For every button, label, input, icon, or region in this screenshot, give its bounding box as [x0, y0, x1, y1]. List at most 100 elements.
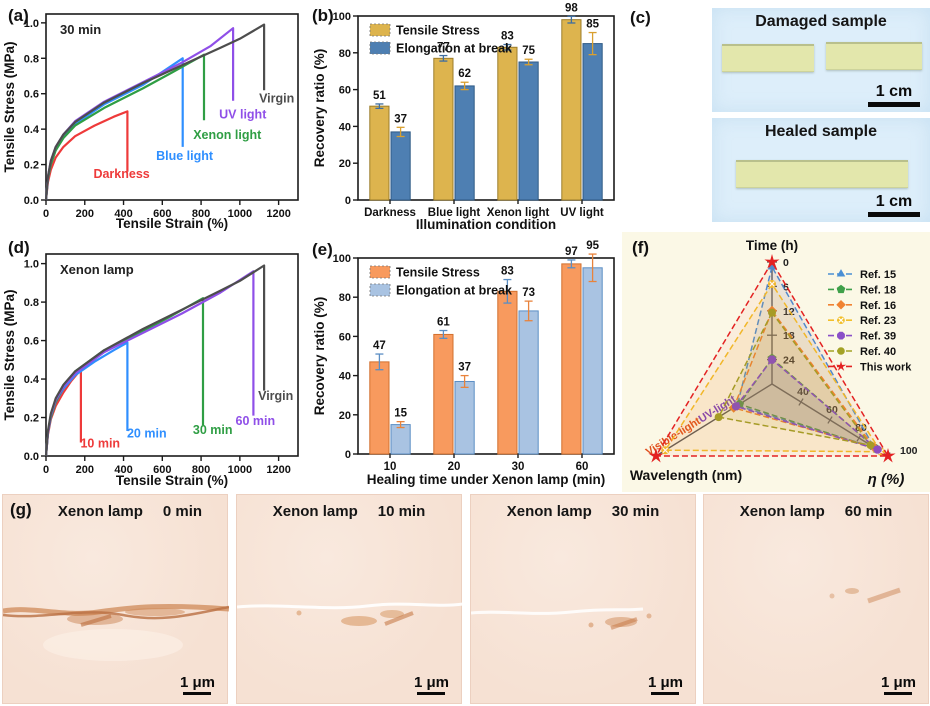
legend-swatch — [369, 41, 391, 55]
y-tick-label: 100 — [333, 253, 351, 265]
y-tick-label: 0.2 — [24, 160, 39, 172]
marker-star — [764, 254, 780, 269]
damaged-sample-photo: Damaged sample 1 cm — [712, 8, 930, 112]
panel-d-line-chart: 0 200 400 600 800 1000 1200 0.0 0.2 0.4 0.6 0.8 1.0 T… — [2, 253, 299, 488]
crack-image-30min — [471, 607, 652, 630]
scale-bar: 1 μm — [414, 674, 449, 695]
crack-line — [3, 605, 229, 620]
time-tick-label: 0 — [783, 257, 789, 269]
y-tick-label: 60 — [339, 331, 351, 343]
x-tick-label: 200 — [76, 464, 94, 476]
crack-smudge — [341, 616, 377, 626]
scale-label: 1 μm — [179, 674, 215, 691]
marker-octagon — [837, 331, 845, 340]
y-tick-label: 0.6 — [24, 89, 39, 101]
sample-strip-right — [826, 42, 922, 70]
bar-Elongation at break — [582, 43, 603, 201]
crack-streak — [384, 611, 414, 626]
y-axis-label: Recovery ratio (%) — [312, 49, 327, 168]
bar-Tensile Stress — [561, 19, 582, 201]
y-tick-label: 0.4 — [24, 124, 40, 136]
x-tick-label: 1200 — [266, 464, 290, 476]
plot-frame — [45, 13, 299, 201]
y-tick-label: 40 — [339, 371, 351, 383]
chart-annotation: Xenon lamp — [60, 262, 134, 277]
series-label: Blue light — [156, 149, 214, 163]
bar-Tensile Stress — [561, 263, 582, 455]
crack-dot — [829, 593, 835, 599]
photo-title: Healed sample — [764, 123, 878, 140]
y-axis-label: Recovery ratio (%) — [312, 297, 327, 416]
bar-Elongation at break — [582, 267, 603, 455]
panel-letter-b: (b) — [312, 6, 334, 25]
chart-annotation: 30 min — [60, 22, 101, 37]
plot-frame — [357, 257, 615, 455]
series-line-Virgin — [44, 23, 266, 201]
crack-dot — [646, 613, 652, 619]
legend-label: Ref. 15 — [860, 269, 896, 281]
eta-tick — [798, 398, 804, 406]
crack-dot — [296, 610, 302, 616]
eta-tick-label: 80 — [855, 422, 867, 434]
micrograph-label: Xenon lamp — [272, 503, 358, 520]
series-label: Virgin — [259, 92, 294, 106]
bar-Tensile Stress — [369, 105, 390, 201]
healed-sample-photo: Healed sample 1 cm — [712, 118, 930, 222]
crack-smudge — [845, 588, 859, 594]
y-tick-label: 0 — [345, 195, 351, 207]
marker-triangle — [767, 261, 777, 270]
y-tick-label: 0.4 — [24, 374, 40, 386]
micrograph-time: 0 min — [162, 503, 203, 520]
bar-Elongation at break — [518, 310, 539, 455]
y-tick-label: 20 — [339, 410, 351, 422]
y-tick-label: 1.0 — [24, 18, 39, 30]
x-tick-label: 400 — [114, 464, 132, 476]
bar-Elongation at break — [454, 85, 475, 201]
marker-star — [648, 448, 664, 463]
marker-octagon — [732, 402, 741, 411]
marker-x — [769, 281, 775, 287]
crack-dot — [588, 622, 594, 628]
bar-Tensile Stress — [433, 333, 454, 455]
x-tick-label: 200 — [76, 208, 94, 220]
x-tick-label: 1000 — [228, 208, 252, 220]
legend-label: Elongation at break — [396, 42, 512, 56]
y-tick-label: 0.2 — [24, 413, 39, 425]
legend-swatch — [369, 283, 391, 297]
x-tick-label: 1000 — [228, 464, 252, 476]
bar-Elongation at break — [390, 424, 411, 455]
sample-strip-left — [722, 44, 814, 72]
bar-value-label: 85 — [586, 19, 599, 31]
marker-triangle — [836, 269, 846, 277]
marker-octagon — [873, 445, 882, 454]
x-axis-label: Tensile Strain (%) — [116, 216, 228, 231]
x-tick-label: 0 — [43, 464, 49, 476]
marker-diamond — [836, 300, 846, 310]
y-tick-label: 0.8 — [24, 53, 39, 65]
crack-streak — [610, 617, 638, 630]
x-category-label: 20 — [448, 461, 461, 473]
bar-value-label: 77 — [437, 42, 450, 54]
legend-label: Ref. 18 — [860, 284, 896, 296]
time-tick-label: 6 — [783, 281, 789, 293]
micrograph-10min: Xenon lamp 10 min 1 μm — [236, 494, 463, 704]
bar-value-label: 95 — [586, 240, 599, 252]
y-tick-label: 20 — [339, 158, 351, 170]
bar-Tensile Stress — [369, 361, 390, 455]
crack-smudge — [380, 610, 404, 618]
x-category-label: Darkness — [364, 207, 416, 219]
micrograph-60min: Xenon lamp 60 min 1 μm — [703, 494, 929, 704]
scale-label: 1 μm — [880, 674, 916, 691]
marker-circle — [768, 308, 776, 317]
x-tick-label: 600 — [153, 464, 171, 476]
bar-value-label: 73 — [522, 287, 535, 299]
healing-line — [471, 607, 644, 615]
bar-value-label: 37 — [458, 362, 471, 374]
panel-letter-e: (e) — [312, 240, 333, 259]
scale-bar-line — [868, 212, 920, 217]
panel-letter-f: (f) — [632, 238, 649, 257]
crack-smudge — [125, 608, 185, 616]
y-tick-label: 80 — [339, 292, 351, 304]
eta-tick-label: 40 — [797, 386, 809, 398]
marker-pentagon — [836, 284, 846, 294]
